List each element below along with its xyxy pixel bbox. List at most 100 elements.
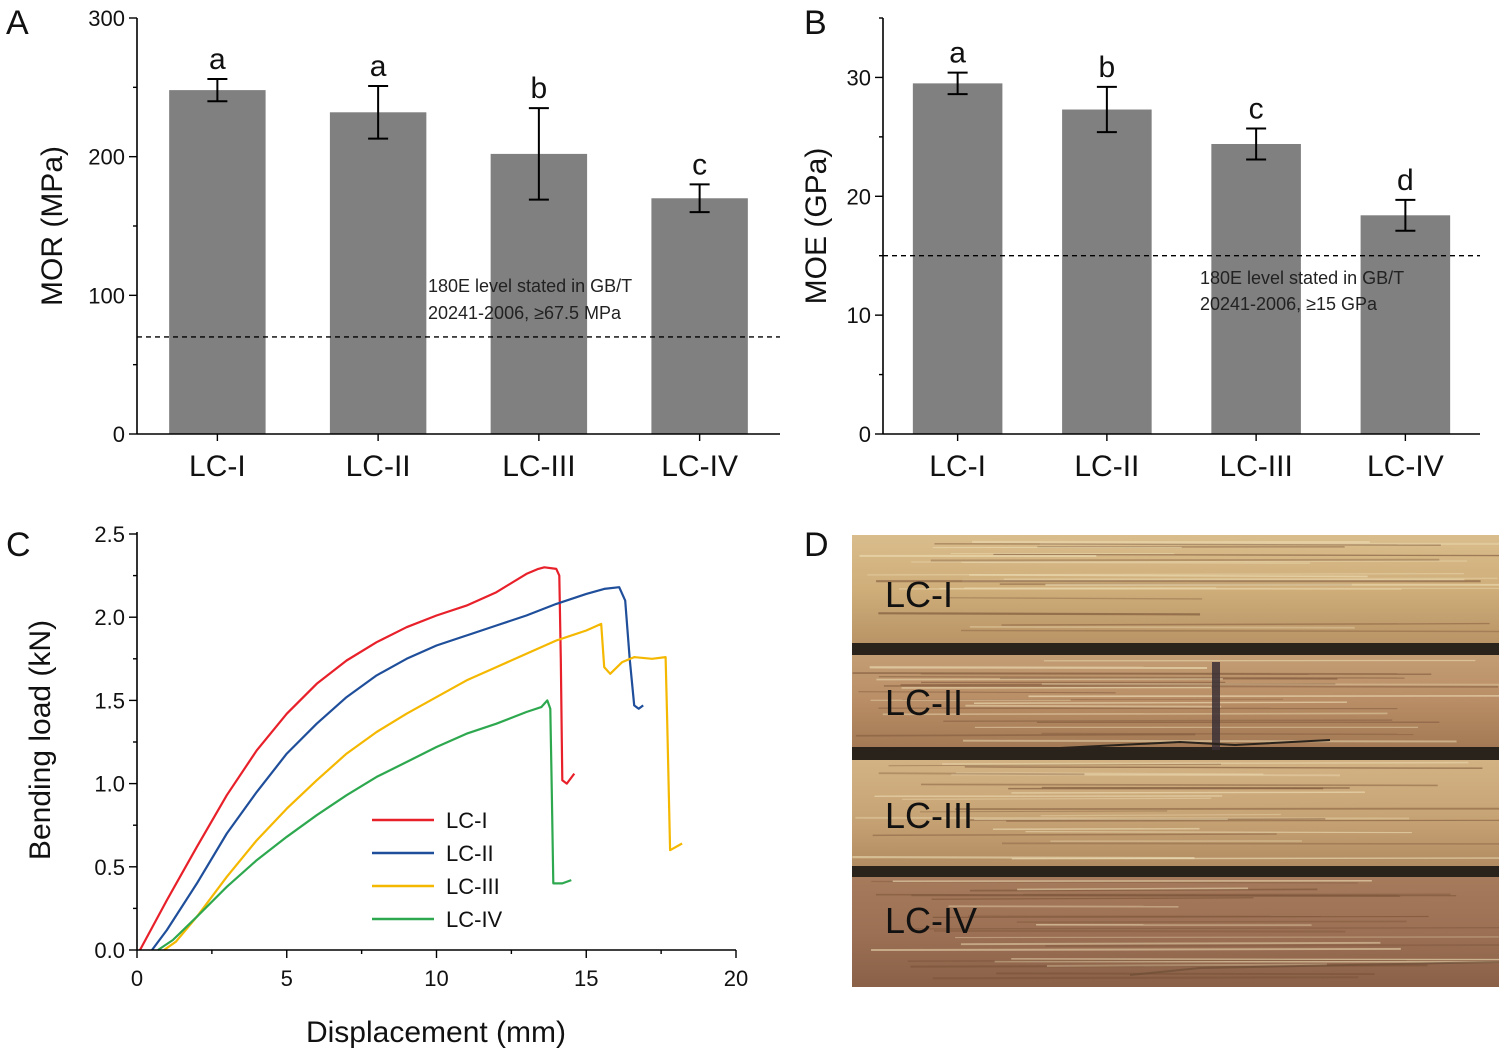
grain-line xyxy=(996,972,1375,976)
moe-y-tick-label-0: 0 xyxy=(859,422,871,447)
grain-line xyxy=(1016,920,1407,923)
load-y-tick-label-0-5: 0.5 xyxy=(94,855,125,880)
moe-bar-lc-iii xyxy=(1211,143,1301,434)
load-y-tick-label-2-0: 2.0 xyxy=(94,605,125,630)
moe-y-tick-label-10: 10 xyxy=(847,303,871,328)
grain-line xyxy=(1002,842,1499,845)
mor-y-ticks: 0 100 200 300 xyxy=(88,6,137,447)
mor-significance-lc-i: a xyxy=(209,43,226,76)
series-line-lc-iii xyxy=(163,622,683,951)
mor-category-label-lc-ii: LC-II xyxy=(346,450,411,483)
legend-label-lc-i: LC-I xyxy=(446,808,488,833)
moe-error-bars xyxy=(947,71,1416,232)
grain-line xyxy=(858,691,1116,694)
load-y-ticks: 0.0 0.5 1.0 1.5 2.0 2.5 xyxy=(94,522,137,963)
grain-line xyxy=(945,597,1203,600)
grain-line xyxy=(911,560,1467,563)
mor-bar-lc-ii xyxy=(329,112,427,434)
grain-line xyxy=(907,959,1407,962)
moe-bar-lc-ii xyxy=(1062,109,1152,435)
grain-line xyxy=(1011,958,1499,961)
grain-line xyxy=(888,763,1222,767)
grain-line xyxy=(867,573,1464,576)
displacement-x-tick-label-15: 15 xyxy=(574,966,598,991)
mor-significance-lc-iii: b xyxy=(531,72,548,105)
mor-category-label-lc-i: LC-I xyxy=(189,450,246,483)
mor-y-tick-label-0: 0 xyxy=(113,422,125,447)
displacement-x-tick-label-0: 0 xyxy=(131,966,143,991)
mor-y-axis-title: MOR (MPa) xyxy=(36,146,69,306)
mor-significance-letters: a a b c xyxy=(209,43,707,181)
photo-label-lc-i: LC-I xyxy=(885,574,953,615)
moe-significance-letters: a b c d xyxy=(949,37,1413,197)
moe-bar-lc-i xyxy=(912,83,1003,434)
moe-bar-lc-iv xyxy=(1360,215,1451,434)
specimen-strip-lc-i xyxy=(852,535,1499,643)
moe-bars xyxy=(912,83,1451,435)
grain-line xyxy=(902,797,1212,800)
moe-y-tick-label-20: 20 xyxy=(847,184,871,209)
mor-y-tick-label-100: 100 xyxy=(88,283,125,308)
moe-category-labels: LC-I LC-II LC-III LC-IV xyxy=(929,434,1444,483)
strip-gap xyxy=(852,866,1499,877)
panel-letter-c: C xyxy=(6,526,31,564)
mor-y-tick-label-300: 300 xyxy=(88,6,125,31)
specimen-strip-lc-ii xyxy=(852,655,1499,747)
grain-line xyxy=(934,543,1441,546)
grain-line xyxy=(970,818,1326,821)
panel-letter-a: A xyxy=(6,4,29,42)
displacement-x-ticks: 0 5 10 15 20 xyxy=(131,950,748,991)
grain-line xyxy=(1025,831,1412,834)
grain-line xyxy=(911,894,1401,898)
panel-d-specimen-photo: D xyxy=(804,526,1499,987)
mor-threshold-note-line2: 20241-2006, ≥67.5 MPa xyxy=(428,303,622,323)
grain-line xyxy=(1003,577,1498,580)
photo-label-lc-iv: LC-IV xyxy=(885,900,977,941)
grain-line xyxy=(932,915,1429,918)
grain-line xyxy=(969,625,1355,629)
grain-line xyxy=(852,672,1432,676)
moe-threshold-note-line1: 180E level stated in GB/T xyxy=(1200,268,1404,288)
photo-image xyxy=(852,535,1499,987)
panel-a-mor-chart: A a a b c 180E level stated in GB/T 20241-2… xyxy=(6,4,780,483)
load-y-tick-label-0-0: 0.0 xyxy=(94,938,125,963)
grain-line xyxy=(910,927,1499,930)
mor-threshold-note-line1: 180E level stated in GB/T xyxy=(428,276,632,296)
moe-y-axis-title: MOE (GPa) xyxy=(800,148,833,305)
grain-line xyxy=(993,553,1499,557)
moe-significance-lc-i: a xyxy=(949,37,966,70)
grain-line xyxy=(969,888,1318,892)
panel-letter-b: B xyxy=(804,4,827,42)
grain-line xyxy=(974,701,1347,705)
bottom-edge-damage xyxy=(1129,961,1499,976)
grain-line xyxy=(930,558,1440,562)
grain-line xyxy=(855,816,1410,820)
crack-line xyxy=(1059,739,1331,749)
grain-line xyxy=(872,833,1277,837)
grain-line xyxy=(931,897,1254,900)
chart-legend: LC-I LC-II LC-III LC-IV xyxy=(372,808,503,932)
strip-gap xyxy=(852,747,1499,760)
mor-category-labels: LC-I LC-II LC-III LC-IV xyxy=(189,434,738,483)
mor-bar-lc-iv xyxy=(651,198,748,434)
strip-gap xyxy=(852,643,1499,655)
grain-line xyxy=(878,676,1405,679)
grain-line xyxy=(883,685,1498,688)
grain-line xyxy=(965,704,1222,708)
wood-grain-texture xyxy=(852,540,1499,980)
moe-category-label-lc-ii: LC-II xyxy=(1074,450,1139,483)
grain-line xyxy=(955,771,1264,776)
grain-line xyxy=(961,561,1311,564)
legend-label-lc-iii: LC-III xyxy=(446,874,500,899)
grain-line xyxy=(852,856,1195,860)
grain-line xyxy=(919,810,1168,813)
moe-y-tick-label-30: 30 xyxy=(847,65,871,90)
mor-bars xyxy=(169,90,748,435)
grain-line xyxy=(1041,732,1414,736)
mor-y-tick-label-200: 200 xyxy=(88,145,125,170)
grain-line xyxy=(882,712,1388,716)
moe-significance-lc-iii: c xyxy=(1249,93,1264,126)
grain-line xyxy=(964,766,1483,769)
